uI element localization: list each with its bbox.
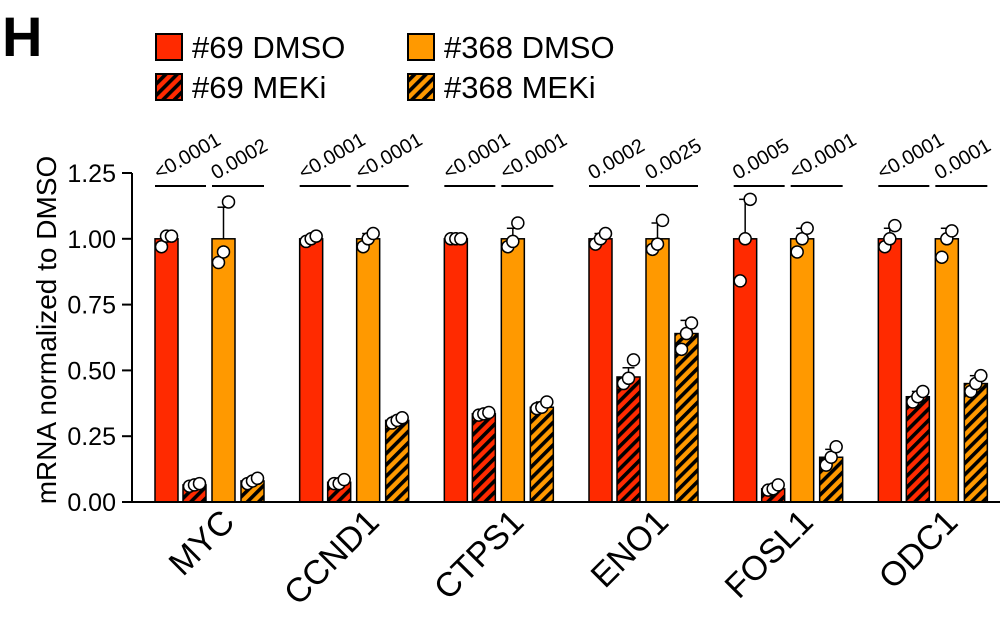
bar xyxy=(355,238,381,503)
y-tick-label: 0.00 xyxy=(67,489,116,517)
x-tick-label: MYC xyxy=(162,503,242,583)
data-point xyxy=(626,353,641,367)
bar xyxy=(529,406,555,503)
data-points xyxy=(154,192,988,497)
bar xyxy=(905,395,931,503)
data-point xyxy=(771,478,785,492)
legend-label-69-dmso: #69 DMSO xyxy=(192,30,345,65)
y-tick-label: 0.75 xyxy=(67,292,116,320)
data-point xyxy=(598,226,613,241)
x-axis: MYC CCND1 CTPS1 ENO1 FOSL1 ODC1 xyxy=(132,501,1000,613)
data-point xyxy=(674,342,689,357)
data-point xyxy=(482,405,496,420)
bar xyxy=(674,332,699,503)
data-point xyxy=(790,245,804,259)
x-tick-label: FOSL1 xyxy=(718,503,821,606)
y-tick-label: 0.25 xyxy=(67,423,116,451)
bar xyxy=(616,376,641,503)
y-tick-label: 1.00 xyxy=(67,226,116,254)
p-value-label: 0.0005 xyxy=(729,135,793,185)
bar xyxy=(934,238,960,503)
p-value-label: 0.0025 xyxy=(642,135,706,185)
data-point xyxy=(800,221,814,236)
x-tick-label: CTPS1 xyxy=(427,503,531,607)
p-value-label: <0.0001 xyxy=(497,129,571,184)
x-tick-label: ODC1 xyxy=(872,503,966,597)
bar xyxy=(471,413,497,503)
bar xyxy=(877,238,903,503)
bar xyxy=(588,238,613,503)
y-tick-label: 0.50 xyxy=(67,357,116,385)
data-point xyxy=(883,232,897,246)
bar xyxy=(789,238,815,503)
legend-label-69-meki: #69 MEKi xyxy=(192,70,326,105)
data-point xyxy=(164,229,179,243)
data-point xyxy=(309,229,323,243)
data-point xyxy=(221,195,236,209)
data-point xyxy=(888,218,902,233)
data-point xyxy=(916,384,930,399)
bars xyxy=(154,238,989,503)
y-tick-label: 1.25 xyxy=(67,160,116,188)
p-value-label: <0.0001 xyxy=(786,129,860,184)
data-point xyxy=(506,234,520,249)
data-point xyxy=(216,245,231,259)
data-point xyxy=(337,472,351,487)
data-point xyxy=(743,192,757,207)
bar xyxy=(298,238,324,503)
legend-label-368-meki: #368 MEKi xyxy=(444,70,596,105)
legend-swatch-69-dmso xyxy=(155,33,183,61)
p-value-label: 0.0002 xyxy=(585,135,649,185)
data-point xyxy=(250,471,265,486)
bar xyxy=(500,238,526,503)
legend-swatch-368-meki xyxy=(407,73,435,101)
bar xyxy=(154,238,179,503)
data-point xyxy=(621,371,636,386)
legend: #69 DMSO #69 MEKi #368 DMSO #368 MEKi xyxy=(155,30,615,105)
y-axis-label: mRNA normalized to DMSO xyxy=(31,156,62,505)
legend-swatch-69-meki xyxy=(155,73,183,101)
p-value-label: <0.0001 xyxy=(352,129,426,184)
data-point xyxy=(684,316,699,330)
bar xyxy=(211,238,236,503)
data-point xyxy=(733,274,747,288)
legend-swatch-368-dmso xyxy=(407,33,435,61)
data-point xyxy=(650,237,665,251)
bar xyxy=(645,238,670,503)
data-point xyxy=(829,439,843,454)
y-axis: 0.00 0.25 0.50 0.75 1.00 1.25 xyxy=(67,160,133,517)
error-bars xyxy=(160,198,982,489)
data-point xyxy=(454,232,468,246)
panel-label: H xyxy=(2,5,42,68)
data-point xyxy=(511,216,525,230)
x-tick-label: CCND1 xyxy=(277,503,387,613)
data-point xyxy=(935,250,949,264)
bar xyxy=(443,238,469,503)
data-point xyxy=(974,368,988,383)
data-point xyxy=(655,213,670,228)
data-point xyxy=(192,476,207,491)
x-tick-label: ENO1 xyxy=(584,503,676,595)
data-point xyxy=(738,232,752,246)
bar xyxy=(963,382,989,503)
data-point xyxy=(540,395,554,409)
data-point xyxy=(366,226,380,241)
bar xyxy=(384,419,410,503)
data-point xyxy=(395,411,409,425)
data-point xyxy=(945,224,959,238)
legend-label-368-dmso: #368 DMSO xyxy=(444,30,615,65)
